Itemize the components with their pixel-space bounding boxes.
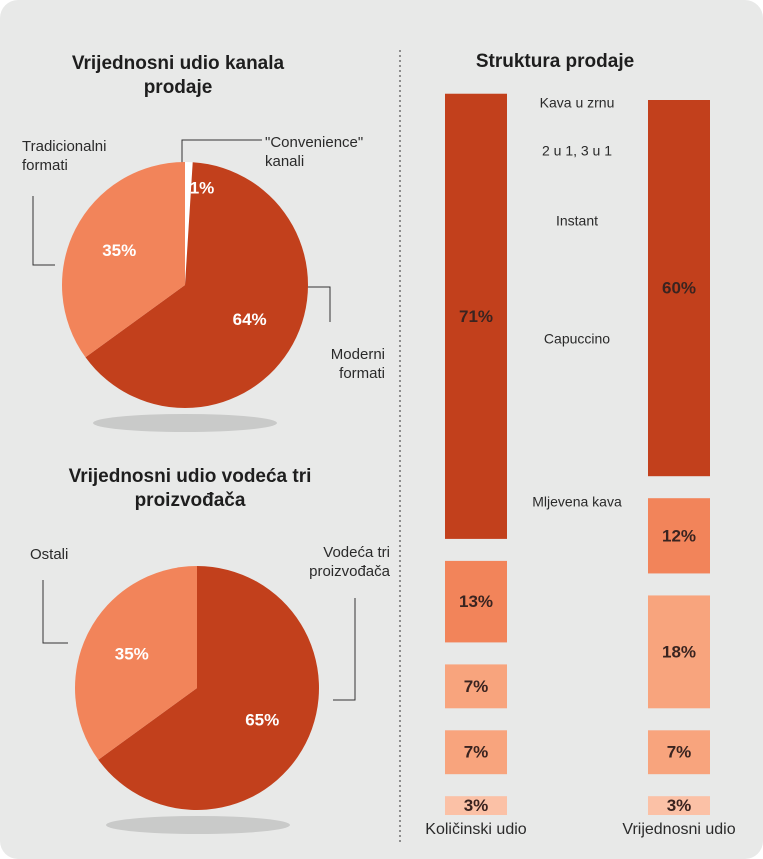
value-label: 71% (459, 307, 493, 326)
bar-segment (648, 100, 710, 477)
value-label: 3% (464, 796, 489, 815)
x-tick-label: Vrijednosni udio (622, 821, 735, 838)
chart-title: Vrijednosni udio kanala prodaje (71, 53, 285, 98)
category-label: Ostali (30, 546, 69, 563)
bar-segment (648, 796, 710, 815)
bar-segment (445, 796, 507, 815)
category-label: "Convenience" kanali (265, 134, 364, 170)
pie-slice (75, 566, 197, 760)
chart-title: Vrijednosni udio vodeća tri proizvođača (68, 466, 312, 511)
leader-line (181, 139, 262, 163)
bar-segment (445, 93, 507, 539)
pie-slice (98, 566, 320, 810)
value-label: 18% (662, 642, 696, 661)
series-label: 2 u 1, 3 u 1 (542, 143, 612, 159)
pie-slice (61, 162, 185, 358)
value-label: 60% (662, 279, 696, 298)
bar-segment (445, 664, 507, 709)
series-label: Mljevena kava (532, 494, 622, 510)
bar-segment (445, 560, 507, 643)
bar-segment (648, 498, 710, 574)
pie-shadow (93, 414, 277, 432)
pie-slice (85, 162, 308, 409)
category-label: Moderni formati (330, 346, 385, 382)
value-label: 65% (245, 711, 279, 730)
category-label: Tradicionalni formati (22, 138, 107, 174)
value-label: 35% (115, 644, 149, 663)
leader-line (42, 580, 68, 644)
series-label: Capuccino (544, 331, 610, 347)
series-label: Kava u zrnu (540, 95, 615, 111)
value-label: 7% (667, 743, 692, 762)
value-label: 35% (102, 241, 136, 260)
chart-title: Struktura prodaje (475, 51, 635, 72)
value-label: 7% (464, 743, 489, 762)
bar-segment (648, 730, 710, 775)
category-label: Vodeća tri proizvođača (309, 544, 390, 580)
x-tick-label: Količinski udio (425, 821, 526, 838)
value-label: 1% (190, 179, 215, 198)
pie-slice (185, 162, 193, 285)
bar-segment (445, 730, 507, 775)
leader-line (305, 286, 331, 322)
value-label: 3% (667, 796, 692, 815)
leader-line (333, 598, 356, 701)
value-label: 7% (464, 677, 489, 696)
pie-shadow (106, 816, 290, 834)
value-label: 13% (459, 592, 493, 611)
value-label: 64% (233, 310, 267, 329)
leader-line (32, 196, 55, 266)
series-label: Instant (556, 213, 598, 229)
value-label: 12% (662, 526, 696, 545)
bar-segment (648, 595, 710, 709)
